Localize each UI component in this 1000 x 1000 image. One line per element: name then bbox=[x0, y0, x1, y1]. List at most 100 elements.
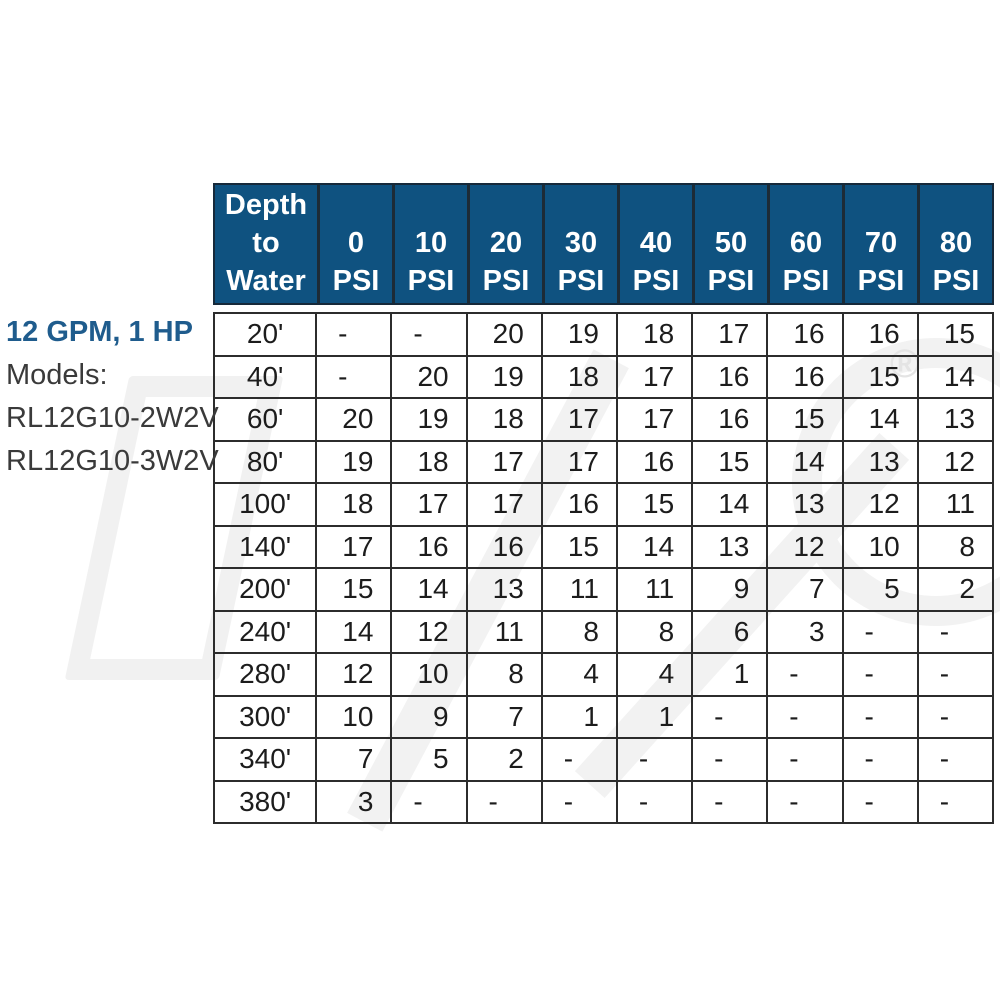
value-cell: 19 bbox=[465, 354, 543, 399]
value-cell: - bbox=[615, 737, 694, 782]
value-cell: 13 bbox=[465, 567, 543, 612]
value-cell: - bbox=[540, 737, 619, 782]
column-header: 50 PSI bbox=[692, 185, 767, 303]
table-row: 300' 10 9 7 1 1- - - - bbox=[212, 694, 995, 739]
psi-unit-label: PSI bbox=[482, 265, 530, 297]
value-cell: 15 bbox=[315, 567, 393, 612]
value-cell: 19 bbox=[540, 312, 619, 357]
value-cell: 8 bbox=[615, 609, 694, 654]
value-cell: 12 bbox=[390, 609, 468, 654]
value-cell: - bbox=[465, 779, 543, 824]
depth-cell: 280' bbox=[212, 652, 318, 697]
value-cell: - bbox=[390, 779, 468, 824]
value-cell: 18 bbox=[390, 439, 468, 484]
value-cell: 17 bbox=[465, 482, 543, 527]
value-cell: 12 bbox=[916, 439, 995, 484]
value-cell: 16 bbox=[766, 354, 844, 399]
models-label: Models: bbox=[6, 359, 108, 391]
psi-value: 80 bbox=[939, 227, 973, 259]
depth-cell: 80' bbox=[212, 439, 318, 484]
value-cell: 18 bbox=[315, 482, 393, 527]
psi-unit-label: PSI bbox=[857, 265, 905, 297]
column-header: 0 PSI bbox=[317, 185, 392, 303]
depth-cell: 140' bbox=[212, 524, 318, 569]
value-cell: - bbox=[841, 779, 919, 824]
value-cell: 13 bbox=[841, 439, 919, 484]
table-row: 280' 12 10 8 4 4 1- - - bbox=[212, 652, 995, 697]
psi-value: 40 bbox=[639, 227, 673, 259]
pump-spec-title: 12 GPM, 1 HP bbox=[6, 316, 193, 348]
pump-performance-table: Depth to Water 0 PSI 10 PSI 20 PSI 30 PSI 40 PSI 5… bbox=[212, 183, 995, 824]
psi-unit-label: PSI bbox=[932, 265, 980, 297]
depth-cell: 340' bbox=[212, 737, 318, 782]
value-cell: - bbox=[315, 354, 393, 399]
value-cell: 16 bbox=[615, 439, 694, 484]
value-cell: 14 bbox=[841, 397, 919, 442]
psi-value: 50 bbox=[714, 227, 748, 259]
psi-unit-label: PSI bbox=[707, 265, 755, 297]
value-cell: 15 bbox=[691, 439, 769, 484]
table-row: 40' -20 19 18 17 16 16 15 14 bbox=[212, 354, 995, 399]
value-cell: - bbox=[766, 779, 844, 824]
value-cell: 16 bbox=[766, 312, 844, 357]
psi-value: 30 bbox=[564, 227, 598, 259]
value-cell: 14 bbox=[766, 439, 844, 484]
value-cell: 7 bbox=[315, 737, 393, 782]
header-row: Depth to Water 0 PSI 10 PSI 20 PSI 30 PSI 40 PSI 5… bbox=[213, 183, 994, 305]
value-cell: 9 bbox=[691, 567, 769, 612]
value-cell: - bbox=[916, 737, 995, 782]
value-cell: - bbox=[916, 779, 995, 824]
value-cell: 16 bbox=[540, 482, 619, 527]
column-header: 40 PSI bbox=[617, 185, 692, 303]
depth-cell: 40' bbox=[212, 354, 318, 399]
value-cell: 17 bbox=[540, 397, 619, 442]
value-cell: 7 bbox=[766, 567, 844, 612]
table-row: 340' 7 5 2- - - - - - bbox=[212, 737, 995, 782]
value-cell: - bbox=[691, 779, 769, 824]
value-cell: 16 bbox=[691, 397, 769, 442]
value-cell: 8 bbox=[916, 524, 995, 569]
column-header: 80 PSI bbox=[917, 185, 992, 303]
value-cell: 17 bbox=[615, 397, 694, 442]
depth-cell: 300' bbox=[212, 694, 318, 739]
psi-unit-label: PSI bbox=[407, 265, 455, 297]
psi-value: 10 bbox=[414, 227, 448, 259]
psi-value: 0 bbox=[347, 227, 365, 259]
column-header: 70 PSI bbox=[842, 185, 917, 303]
value-cell: 2 bbox=[916, 567, 995, 612]
value-cell: 14 bbox=[916, 354, 995, 399]
table-row: 380' 3- - - - - - - - bbox=[212, 779, 995, 824]
depth-cell: 240' bbox=[212, 609, 318, 654]
value-cell: 1 bbox=[615, 694, 694, 739]
value-cell: - bbox=[766, 737, 844, 782]
value-cell: 18 bbox=[540, 354, 619, 399]
psi-unit-label: PSI bbox=[332, 265, 380, 297]
value-cell: 14 bbox=[691, 482, 769, 527]
value-cell: 8 bbox=[540, 609, 619, 654]
depth-cell: 100' bbox=[212, 482, 318, 527]
value-cell: 10 bbox=[315, 694, 393, 739]
value-cell: 9 bbox=[390, 694, 468, 739]
pump-info-block: 12 GPM, 1 HP Models: RL12G10-2W2V RL12G1… bbox=[6, 311, 219, 483]
value-cell: 15 bbox=[615, 482, 694, 527]
value-cell: 14 bbox=[615, 524, 694, 569]
table-row: 100' 18 17 17 16 15 14 13 12 11 bbox=[212, 482, 995, 527]
value-cell: 12 bbox=[315, 652, 393, 697]
value-cell: 10 bbox=[841, 524, 919, 569]
value-cell: - bbox=[691, 737, 769, 782]
value-cell: 3 bbox=[315, 779, 393, 824]
table-body-grid: 20' - -20 19 18 17 16 16 15 40' -20 19 18 17 16 16 15 14 6… bbox=[212, 312, 995, 824]
value-cell: 2 bbox=[465, 737, 543, 782]
depth-to-water-header: Depth to Water bbox=[224, 189, 308, 297]
value-cell: - bbox=[841, 652, 919, 697]
column-header: 60 PSI bbox=[767, 185, 842, 303]
value-cell: 11 bbox=[916, 482, 995, 527]
psi-value: 60 bbox=[789, 227, 823, 259]
value-cell: 5 bbox=[841, 567, 919, 612]
psi-value: 70 bbox=[864, 227, 898, 259]
psi-unit-label: PSI bbox=[632, 265, 680, 297]
value-cell: 17 bbox=[465, 439, 543, 484]
value-cell: - bbox=[841, 609, 919, 654]
value-cell: 14 bbox=[315, 609, 393, 654]
value-cell: 20 bbox=[465, 312, 543, 357]
